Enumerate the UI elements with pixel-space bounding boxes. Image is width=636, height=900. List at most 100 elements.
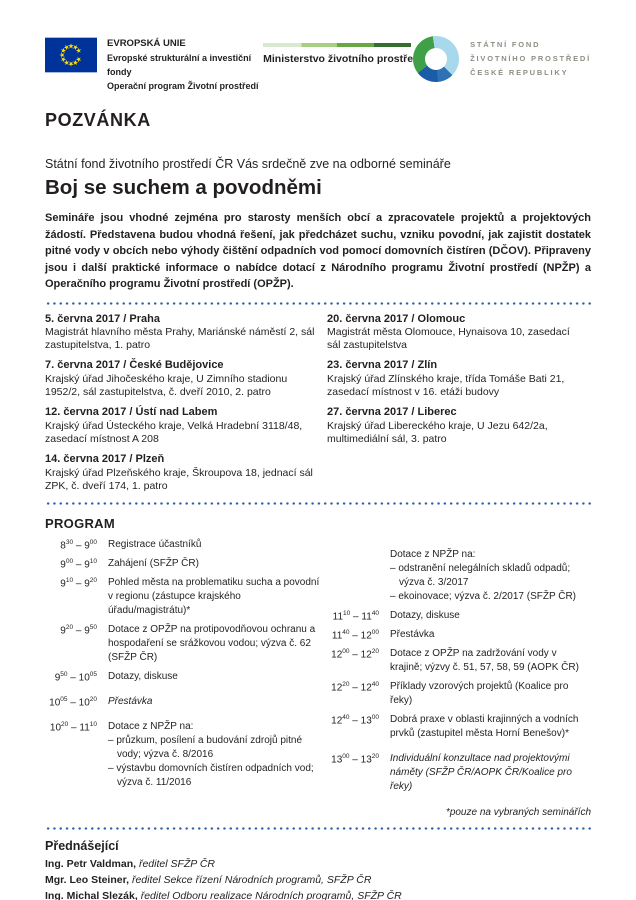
program-bullet: – odstranění nelegálních skladů odpadů; … (390, 563, 571, 589)
sfzp-line2: ŽIVOTNÍHO PROSTŘEDÍ (470, 53, 591, 63)
dotted-separator (45, 502, 591, 506)
program-time-minutes: 20 (89, 696, 97, 704)
sfzp-line1: STÁTNÍ FOND (470, 39, 541, 49)
sfzp-ring-icon (413, 36, 460, 82)
speaker-name: Mgr. Leo Steiner, (45, 874, 130, 887)
program-time: 920 – 950 (60, 624, 97, 637)
speaker-role: ředitel SFŽP ČR (138, 858, 215, 871)
venue-date: 5. června 2017 / Praha (45, 312, 160, 325)
venue-address: Krajský úřad Zlínského kraje, třída Tomá… (327, 372, 565, 399)
eu-logo-text: EVROPSKÁ UNIE Evropské strukturální a in… (107, 36, 263, 94)
program-time: 830 – 900 (60, 539, 97, 552)
speaker-name: Ing. Michal Slezák, (45, 889, 138, 900)
program-text: Dotace z NPŽP na: – odstranění nelegálníc… (390, 548, 591, 604)
speaker-role: ředitel Sekce řízení Národních programů,… (131, 874, 372, 887)
eu-line2: Evropské strukturální a investiční fondy (107, 52, 252, 77)
program-time-minutes: 20 (61, 721, 69, 729)
program-time: 1005 – 1020 (49, 696, 97, 709)
program-row: 1110 – 1140 Dotazy, diskuse (327, 609, 591, 623)
program-time-minutes: 00 (65, 558, 74, 566)
eu-line3: Operační program Životní prostředí (107, 80, 259, 91)
program-text: Individuální konzultace nad projektovými… (390, 752, 591, 794)
program-text: Dotazy, diskuse (108, 670, 327, 684)
eu-flag-icon (45, 37, 98, 73)
program-time-minutes: 10 (343, 610, 351, 618)
venues-section: 5. června 2017 / Praha Magistrát hlavního… (45, 306, 591, 494)
program-footnote: *pouze na vybraných seminářích (445, 807, 591, 819)
seminar-title: Boj se suchem a povodněmi (45, 176, 322, 199)
program-time: 1140 – 1200 (331, 629, 379, 642)
program-time-minutes: 20 (371, 648, 379, 656)
program-time-minutes: 10 (89, 558, 97, 566)
venue-item: 14. června 2017 / Plzeň Krajský úřad Plze… (45, 452, 327, 493)
program-column-right: Dotace z NPŽP na: – odstranění nelegálníc… (327, 533, 591, 794)
program-row: 1005 – 1020 Přestávka (45, 695, 327, 709)
sfzp-logo-text: STÁTNÍ FOND ŽIVOTNÍHO PROSTŘEDÍ ČESKÉ RE… (470, 38, 591, 81)
program-time-minutes: 50 (89, 624, 97, 632)
venue-item: 7. června 2017 / České Budějovice Krajský… (45, 358, 327, 399)
program-time-minutes: 05 (89, 671, 97, 679)
program-time-minutes: 00 (89, 539, 97, 547)
venue-date: 20. června 2017 / Olomouc (327, 312, 466, 325)
venue-address: Krajský úřad Ústeckého kraje, Velká Hrad… (45, 419, 303, 446)
program-time: 1110 – 1140 (332, 610, 379, 623)
venue-address: Magistrát města Olomouce, Hynaisova 10, … (327, 325, 570, 352)
speaker-name: Ing. Petr Valdman, (45, 858, 137, 871)
program-row: 1020 – 1110 Dotace z NPŽP na: – průzkum, p… (45, 720, 327, 790)
eu-logo: EVROPSKÁ UNIE Evropské strukturální a in… (45, 36, 263, 94)
venues-column-left: 5. června 2017 / Praha Magistrát hlavního… (45, 306, 327, 494)
program-time-minutes: 40 (371, 610, 379, 618)
program-row: 900 – 910 Zahájení (SFŽP ČR) (45, 557, 327, 571)
program-time-minutes: 10 (89, 721, 97, 729)
sfzp-line3: ČESKÉ REPUBLIKY (470, 68, 569, 78)
program-time-minutes: 40 (371, 681, 379, 689)
program-text: Zahájení (SFŽP ČR) (108, 557, 327, 571)
eu-line1: EVROPSKÁ UNIE (107, 38, 186, 49)
program-text: Dotace z OPŽP na zadržování vody v kraji… (390, 647, 591, 675)
program-row: 1300 – 1320 Individuální konzultace nad p… (327, 752, 591, 794)
program-text: Dotace z OPŽP na protipovodňovou ochranu… (108, 623, 327, 665)
invite-line: Státní fond životního prostředí ČR Vás s… (45, 157, 451, 171)
program-item-title: Dobrá praxe v oblasti krajinných a vodní… (390, 714, 579, 740)
program-item-title: Příklady vzorových projektů (Koalice pro… (390, 681, 569, 707)
program-time-minutes: 10 (65, 577, 74, 585)
program-item-title: Dotazy, diskuse (108, 671, 178, 683)
program-row: 1140 – 1200 Přestávka (327, 628, 591, 642)
speaker-item: Ing. Petr Valdman, ředitel SFŽP ČR (45, 857, 591, 873)
program-item-title: Dotace z NPŽP na: (390, 549, 476, 561)
program-time-minutes: 50 (60, 671, 68, 679)
program-row: 1240 – 1300 Dobrá praxe v oblasti krajinn… (327, 713, 591, 741)
program-time: 1200 – 1220 (331, 648, 379, 661)
program-row: Dotace z NPŽP na: – odstranění nelegálníc… (327, 548, 591, 604)
program-text: Dotace z NPŽP na: – průzkum, posílení a b… (108, 720, 327, 790)
sfzp-logo: STÁTNÍ FOND ŽIVOTNÍHO PROSTŘEDÍ ČESKÉ RE… (413, 36, 591, 82)
program-item-title: Registrace účastníků (108, 539, 202, 551)
program-time: 1300 – 1320 (331, 753, 379, 766)
program-text: Pohled města na problematiku sucha a pov… (108, 576, 327, 618)
speakers-list: Ing. Petr Valdman, ředitel SFŽP ČR Mgr. L… (45, 857, 591, 900)
venue-address: Krajský úřad Jihočeského kraje, U Zimníh… (45, 372, 288, 399)
program-time-minutes: 00 (371, 629, 379, 637)
program-heading: PROGRAM (45, 516, 115, 532)
program-bullet: – ekoinovace; výzva č. 2/2017 (SFŽP ČR) (390, 591, 577, 603)
program-item-title: Pohled města na problematiku sucha a pov… (108, 577, 320, 617)
program-time: 900 – 910 (60, 558, 97, 571)
program-time-minutes: 20 (89, 577, 97, 585)
venue-item: 23. června 2017 / Zlín Krajský úřad Zlíns… (327, 358, 591, 399)
program-text: Registrace účastníků (108, 538, 327, 552)
program-text: Dotazy, diskuse (390, 609, 591, 623)
program-time: 910 – 920 (60, 577, 97, 590)
program-item-title: Dotazy, diskuse (390, 610, 460, 622)
venue-date: 14. června 2017 / Plzeň (45, 453, 165, 466)
venue-date: 23. června 2017 / Zlín (327, 359, 438, 372)
venues-column-right: 20. června 2017 / Olomouc Magistrát města… (327, 306, 591, 494)
program-time-minutes: 20 (371, 753, 379, 761)
program-time: 950 – 1005 (54, 671, 97, 684)
program-time-minutes: 20 (342, 681, 350, 689)
venue-date: 7. června 2017 / České Budějovice (45, 359, 224, 372)
venue-date: 27. června 2017 / Liberec (327, 406, 457, 419)
program-time: 1020 – 1110 (49, 721, 97, 734)
program-time-minutes: 20 (65, 624, 74, 632)
venue-item: 5. června 2017 / Praha Magistrát hlavního… (45, 312, 327, 353)
